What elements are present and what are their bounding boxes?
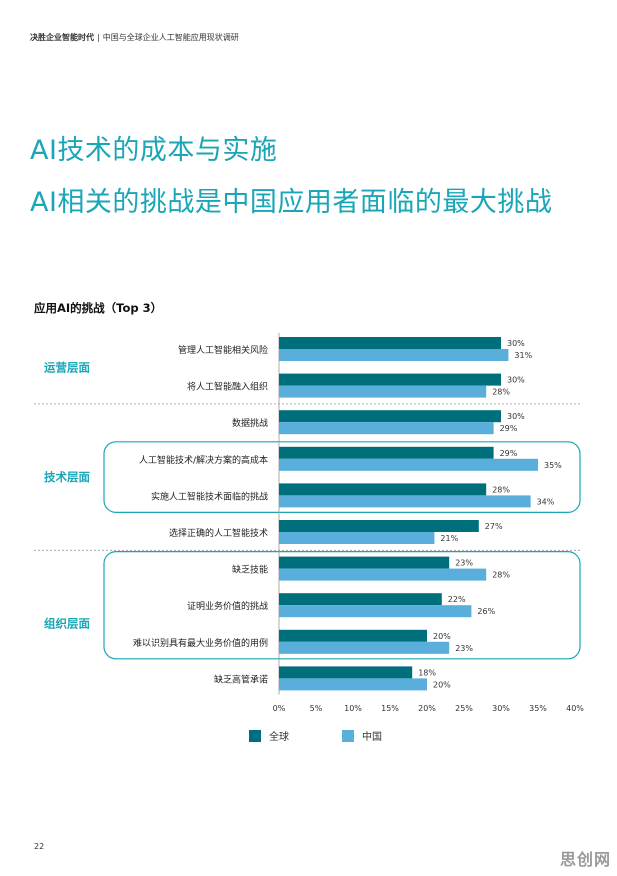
x-tick-label: 15% (381, 704, 399, 713)
legend-label-global: 全球 (269, 730, 289, 743)
data-label: 23% (455, 559, 473, 568)
legend-label-china: 中国 (362, 730, 382, 743)
data-label: 22% (448, 595, 466, 604)
legend-swatch-china (342, 730, 354, 742)
bar-china (279, 568, 487, 581)
data-label: 31% (514, 351, 532, 360)
category-label: 缺乏技能 (232, 564, 268, 576)
x-tick-label: 25% (455, 704, 473, 713)
bar-china (279, 349, 509, 361)
bar-global (279, 483, 487, 496)
group-label-3: 组织层面 (44, 617, 90, 631)
category-label: 难以识别具有最大业务价值的用例 (133, 637, 268, 649)
bar-global (279, 337, 501, 349)
page-subtitle: AI相关的挑战是中国应用者面临的最大挑战 (30, 187, 553, 218)
x-tick-label: 35% (529, 704, 547, 713)
data-label: 18% (418, 668, 436, 677)
x-tick-label: 5% (310, 704, 323, 713)
data-label: 21% (440, 534, 458, 543)
group-label-1: 运营层面 (44, 360, 90, 374)
data-label: 27% (485, 522, 503, 531)
legend-swatch-global (249, 730, 261, 742)
category-label: 证明业务价值的挑战 (187, 600, 268, 612)
bar-global (279, 520, 479, 532)
header-separator: | (97, 33, 100, 42)
data-label: 30% (507, 339, 525, 348)
category-label: 选择正确的人工智能技术 (169, 527, 268, 539)
data-label: 20% (433, 680, 451, 689)
x-tick-label: 0% (273, 704, 286, 713)
chart-title: 应用AI的挑战（Top 3） (34, 301, 163, 315)
category-label: 将人工智能融入组织 (187, 381, 268, 393)
category-label: 人工智能技术/解决方案的高成本 (139, 454, 268, 466)
data-label: 29% (500, 424, 518, 433)
x-tick-label: 30% (492, 704, 510, 713)
category-label: 实施人工智能技术面临的挑战 (151, 490, 268, 502)
data-label: 35% (544, 461, 562, 470)
highlight-box-2 (103, 550, 581, 660)
data-label: 28% (492, 388, 510, 397)
category-label: 管理人工智能相关风险 (178, 344, 268, 356)
data-label: 34% (537, 497, 555, 506)
bar-china (279, 495, 531, 508)
data-label: 30% (507, 412, 525, 421)
data-label: 26% (477, 607, 495, 616)
bar-china (279, 532, 435, 544)
bar-global (279, 446, 494, 459)
bar-global (279, 410, 501, 423)
category-label: 数据挑战 (232, 417, 268, 429)
bar-global (279, 556, 450, 569)
bar-global (279, 593, 442, 606)
category-label: 缺乏高管承诺 (214, 673, 268, 685)
bar-global (279, 629, 427, 642)
bar-china (279, 422, 494, 435)
page-number: 22 (34, 842, 45, 851)
data-label: 28% (492, 571, 510, 580)
page-title: AI技术的成本与实施 (30, 135, 278, 166)
bar-china (279, 605, 472, 618)
data-label: 28% (492, 485, 510, 494)
bar-china (279, 641, 450, 654)
data-label: 29% (500, 449, 518, 458)
report-subtitle: 中国与全球企业人工智能应用现状调研 (102, 33, 239, 42)
data-label: 23% (455, 644, 473, 653)
bar-global (279, 666, 413, 679)
bar-china (279, 458, 538, 471)
x-tick-label: 10% (344, 704, 362, 713)
watermark-text: 思创网 (560, 850, 612, 869)
x-tick-label: 20% (418, 704, 436, 713)
x-tick-label: 40% (566, 704, 584, 713)
highlight-box-1 (103, 441, 581, 513)
report-header: 决胜企业智能时代 | 中国与全球企业人工智能应用现状调研 (30, 32, 239, 43)
data-label: 20% (433, 632, 451, 641)
report-brand: 决胜企业智能时代 (30, 33, 94, 42)
group-label-2: 技术层面 (44, 470, 90, 484)
bar-global (279, 373, 501, 386)
data-label: 30% (507, 376, 525, 385)
bar-china (279, 678, 427, 691)
bar-china (279, 385, 487, 398)
